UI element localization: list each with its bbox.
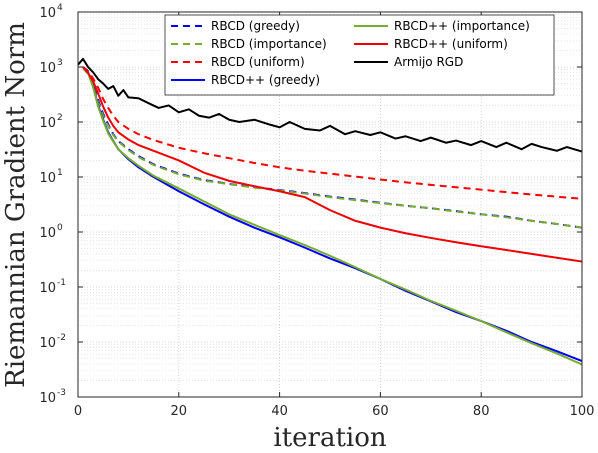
legend-label-5: RBCD++ (uniform) <box>394 37 508 51</box>
x-tick-label: 100 <box>570 404 595 419</box>
y-tick-label: 10 <box>39 226 56 241</box>
series-line-1 <box>82 67 583 229</box>
x-tick-label: 0 <box>74 404 82 419</box>
legend: RBCD (greedy) RBCD (importance) RBCD (unif… <box>164 14 555 96</box>
y-tick-exponent: -3 <box>57 388 66 398</box>
legend-label-1: RBCD (importance) <box>211 37 327 51</box>
y-tick-label: 10 <box>39 171 56 186</box>
legend-label-0: RBCD (greedy) <box>211 19 300 33</box>
y-tick-exponent: 4 <box>57 3 63 13</box>
y-tick-exponent: 3 <box>57 58 63 68</box>
y-tick-exponent: 0 <box>57 223 63 233</box>
x-tick-label: 80 <box>473 404 490 419</box>
y-tick-exponent: 2 <box>57 113 63 123</box>
y-tick-label: 10 <box>39 6 56 21</box>
x-tick-label: 20 <box>171 404 188 419</box>
y-tick-exponent: -2 <box>57 333 66 343</box>
y-tick-exponent: -1 <box>57 278 66 288</box>
plot-frame <box>77 11 583 398</box>
legend-label-4: RBCD++ (importance) <box>394 19 530 33</box>
series-line-4 <box>82 67 583 366</box>
legend-label-6: Armijo RGD <box>394 55 463 69</box>
grid <box>77 12 583 398</box>
legend-label-3: RBCD++ (greedy) <box>211 73 320 87</box>
y-tick-label: 10 <box>39 336 56 351</box>
legend-box <box>164 14 555 96</box>
series-line-6 <box>77 57 583 153</box>
y-tick-label: 10 <box>39 61 56 76</box>
x-tick-label: 40 <box>271 404 288 419</box>
y-tick-label: 10 <box>39 391 56 406</box>
y-tick-label: 10 <box>39 281 56 296</box>
y-tick-exponent: 1 <box>57 168 63 178</box>
series-line-2 <box>82 66 583 200</box>
y-tick-label: 10 <box>39 116 56 131</box>
series-layer <box>77 57 583 366</box>
legend-label-2: RBCD (uniform) <box>211 55 305 69</box>
y-axis-label: Riemannian Gradient Norm <box>1 22 31 388</box>
series-line-5 <box>82 66 583 263</box>
x-tick-label: 60 <box>372 404 389 419</box>
x-axis-label: iteration <box>273 423 386 453</box>
